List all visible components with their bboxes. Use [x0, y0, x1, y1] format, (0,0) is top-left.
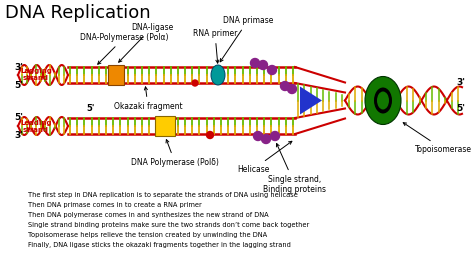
Circle shape	[258, 60, 267, 69]
Circle shape	[262, 134, 271, 144]
Text: 3': 3'	[14, 63, 23, 72]
Text: Single strand binding proteins make sure the two strands don’t come back togethe: Single strand binding proteins make sure…	[28, 222, 309, 228]
Circle shape	[207, 132, 213, 138]
Circle shape	[288, 84, 297, 93]
Text: 3': 3'	[456, 78, 465, 87]
Text: Helicase: Helicase	[237, 141, 292, 174]
Text: DNA-ligase: DNA-ligase	[118, 23, 173, 62]
Text: Then DNA primase comes in to create a RNA primer: Then DNA primase comes in to create a RN…	[28, 202, 202, 208]
Ellipse shape	[377, 91, 389, 110]
Text: DNA-Polymerase (Polα): DNA-Polymerase (Polα)	[80, 33, 168, 64]
Text: 5': 5'	[456, 104, 465, 113]
Ellipse shape	[374, 88, 392, 113]
Text: DNA Replication: DNA Replication	[5, 4, 151, 22]
FancyBboxPatch shape	[155, 116, 175, 136]
Text: DNA primase: DNA primase	[220, 16, 273, 62]
Circle shape	[254, 132, 263, 141]
Text: Leading
strand: Leading strand	[20, 120, 52, 133]
Text: 5': 5'	[14, 113, 23, 123]
Text: Lagging
strand: Lagging strand	[20, 68, 52, 80]
Text: DNA Polymerase (Polδ): DNA Polymerase (Polδ)	[131, 140, 219, 167]
Circle shape	[271, 132, 280, 141]
Ellipse shape	[365, 77, 401, 124]
Text: 5': 5'	[14, 80, 23, 90]
Ellipse shape	[211, 65, 225, 85]
Text: 3': 3'	[14, 132, 23, 141]
Text: Topoisomerase: Topoisomerase	[403, 123, 472, 154]
Text: Then DNA polymerase comes in and synthesizes the new strand of DNA: Then DNA polymerase comes in and synthes…	[28, 212, 269, 218]
Circle shape	[267, 66, 276, 74]
Text: Okazaki fragment: Okazaki fragment	[114, 87, 182, 111]
Text: 5': 5'	[86, 104, 94, 113]
FancyBboxPatch shape	[108, 65, 124, 85]
Text: Finally, DNA ligase sticks the okazaki fragments together in the lagging strand: Finally, DNA ligase sticks the okazaki f…	[28, 242, 291, 248]
Text: Single strand,
Binding proteins: Single strand, Binding proteins	[264, 144, 327, 194]
Polygon shape	[300, 87, 322, 114]
Circle shape	[192, 80, 198, 86]
Text: Topoisomerase helps relieve the tension created by unwinding the DNA: Topoisomerase helps relieve the tension …	[28, 232, 267, 238]
Circle shape	[250, 59, 259, 68]
Text: RNA primer: RNA primer	[193, 29, 237, 63]
Circle shape	[281, 81, 290, 91]
Text: The first step in DNA replication is to separate the strands of DNA using helica: The first step in DNA replication is to …	[28, 192, 298, 198]
